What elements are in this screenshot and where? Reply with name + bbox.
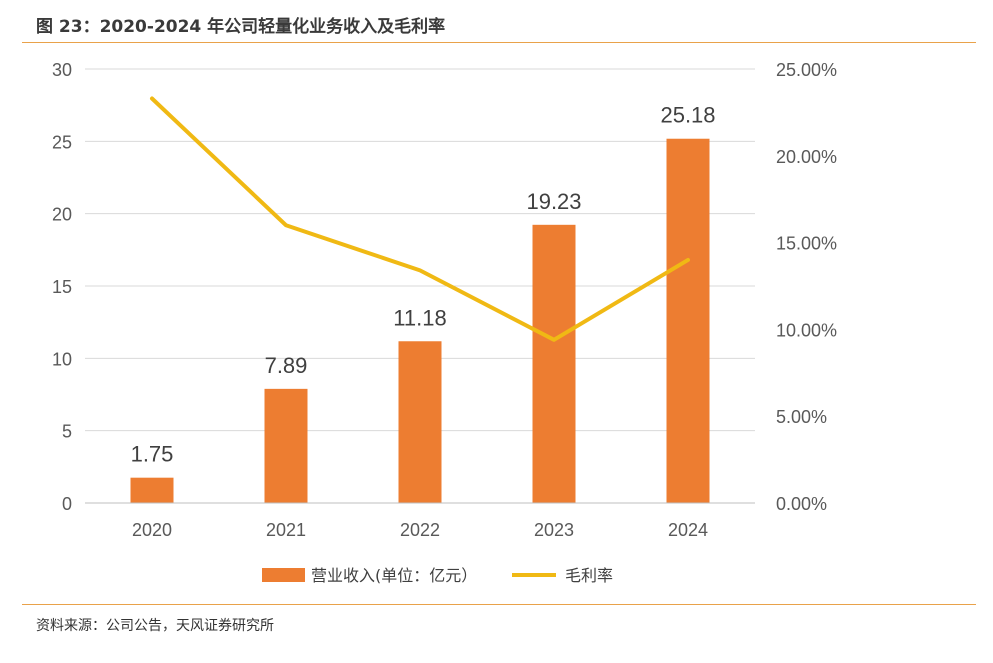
y-left-tick-label: 20 — [52, 205, 72, 225]
line-point — [285, 224, 287, 226]
y-left-tick-label: 15 — [52, 277, 72, 297]
bar — [398, 341, 442, 503]
chart: 1.75 7.89 11.18 19.23 25.18 0 5 10 15 20 25 30 0.00… — [52, 60, 837, 585]
axes: 0 5 10 15 20 25 30 0.00% 5.00% 10.00% 15.00% 20.00%… — [52, 60, 837, 540]
legend-label-bar: 营业收入(单位：亿元） — [311, 566, 477, 585]
x-tick-label: 2021 — [266, 520, 306, 540]
legend: 营业收入(单位：亿元） 毛利率 — [262, 566, 613, 585]
bar — [666, 138, 710, 503]
bar — [532, 224, 576, 503]
line-point — [687, 259, 689, 261]
y-left-tick-label: 30 — [52, 60, 72, 80]
bar — [130, 477, 174, 503]
line-point — [151, 98, 153, 100]
y-left-tick-label: 5 — [62, 422, 72, 442]
data-labels: 1.75 7.89 11.18 19.23 25.18 — [131, 103, 716, 467]
x-tick-label: 2022 — [400, 520, 440, 540]
legend-swatch-bar — [262, 568, 305, 582]
x-tick-label: 2024 — [668, 520, 708, 540]
legend-label-line: 毛利率 — [565, 566, 613, 585]
line-point — [553, 339, 555, 341]
bars — [130, 138, 710, 503]
x-tick-label: 2020 — [132, 520, 172, 540]
top-rule — [22, 42, 976, 43]
y-right-tick-label: 5.00% — [776, 407, 827, 427]
y-left-tick-label: 10 — [52, 349, 72, 369]
y-left-tick-label: 0 — [62, 494, 72, 514]
data-label: 19.23 — [526, 189, 581, 214]
data-label: 11.18 — [393, 305, 446, 330]
data-label: 1.75 — [131, 442, 174, 467]
bar — [264, 388, 308, 503]
y-right-tick-label: 20.00% — [776, 147, 837, 167]
y-right-tick-label: 25.00% — [776, 60, 837, 80]
data-label: 7.89 — [265, 353, 308, 378]
bottom-rule — [22, 604, 976, 605]
y-right-tick-label: 10.00% — [776, 320, 837, 340]
x-tick-label: 2023 — [534, 520, 574, 540]
y-left-tick-label: 25 — [52, 132, 72, 152]
figure-title: 图 23：2020-2024 年公司轻量化业务收入及毛利率 — [36, 17, 446, 37]
margin-line-series — [150, 96, 690, 342]
y-right-tick-label: 15.00% — [776, 234, 837, 254]
margin-line — [150, 96, 690, 342]
y-right-tick-label: 0.00% — [776, 494, 827, 514]
line-point — [419, 269, 421, 271]
source-note: 资料来源：公司公告，天风证券研究所 — [36, 618, 274, 634]
data-label: 25.18 — [660, 103, 715, 128]
